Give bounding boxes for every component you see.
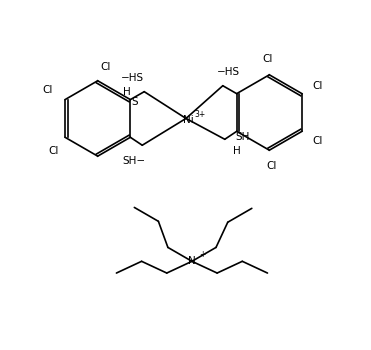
Text: H: H (233, 146, 240, 156)
Text: S: S (131, 97, 138, 107)
Text: SH−: SH− (123, 156, 146, 166)
Text: Cl: Cl (262, 54, 273, 64)
Text: Cl: Cl (48, 146, 58, 156)
Text: Cl: Cl (313, 136, 323, 146)
Text: Cl: Cl (266, 161, 276, 171)
Text: Cl: Cl (42, 85, 52, 95)
Text: 3+: 3+ (194, 110, 206, 119)
Text: −HS: −HS (121, 73, 144, 83)
Text: SH: SH (236, 132, 250, 142)
Text: Cl: Cl (313, 81, 323, 91)
Text: H: H (122, 87, 130, 97)
Text: N: N (188, 256, 196, 266)
Text: +: + (200, 250, 206, 259)
Text: Ni: Ni (183, 116, 193, 125)
Text: Cl: Cl (101, 62, 111, 72)
Text: −HS: −HS (217, 67, 240, 77)
